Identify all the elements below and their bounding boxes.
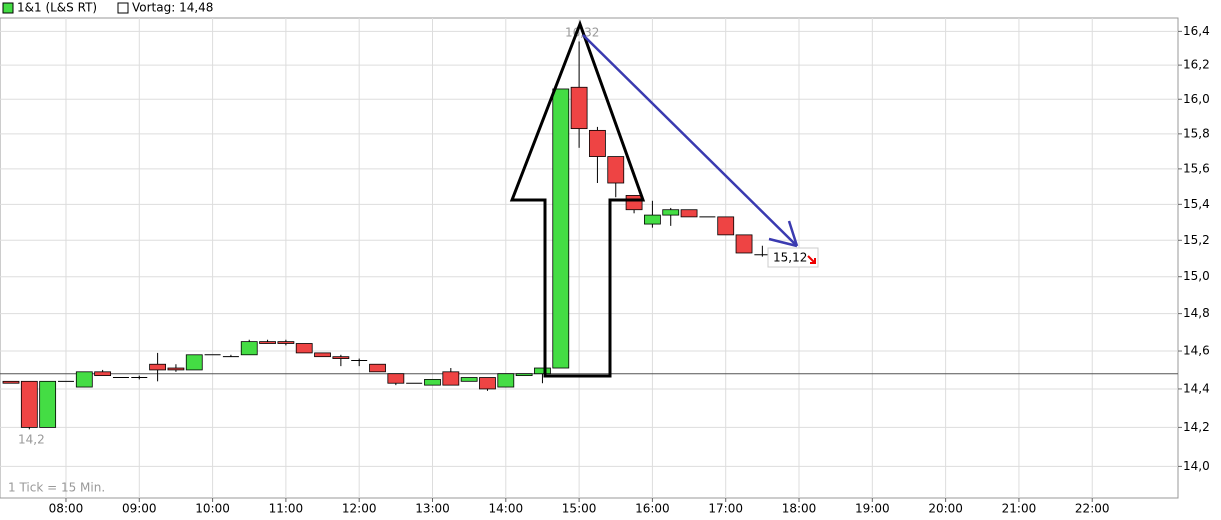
x-tick-label: 21:00 [1002,502,1037,516]
x-tick-label: 14:00 [489,502,524,516]
candle-body [680,209,698,218]
candle-body [277,341,295,344]
y-tick-label: 16,0 [1183,92,1210,106]
candle-body [607,156,625,184]
x-tick-label: 19:00 [855,502,890,516]
candle-body [460,377,478,382]
legend-swatch [117,2,129,14]
y-tick-label: 15,6 [1183,161,1210,175]
y-tick-label: 15,2 [1183,233,1210,247]
low-label: 14,2 [18,433,45,447]
candle-body [625,195,643,211]
candle-body [167,367,185,371]
x-tick-label: 17:00 [708,502,743,516]
x-tick-label: 20:00 [928,502,963,516]
x-tick-label: 11:00 [269,502,304,516]
y-tick-label: 14,2 [1183,420,1210,434]
y-tick-label: 15,0 [1183,269,1210,283]
x-tick-label: 09:00 [122,502,157,516]
legend-label: Vortag: 14,48 [132,1,213,15]
candle-body [295,343,313,354]
candle-body [424,379,441,386]
y-tick-label: 14,4 [1183,381,1210,395]
plot-area [0,17,1179,499]
arrow-annotation [509,19,646,378]
note: 1 Tick = 15 Min. [8,481,105,495]
candle-body [332,356,350,359]
candle-body [497,373,515,388]
candle-body [570,86,588,130]
last-price-box [767,247,819,268]
candle-body [185,354,203,371]
marks [2,41,771,430]
candle-body [39,380,57,428]
y-tick-label: 14,6 [1183,344,1210,358]
y-tick-label: 15,4 [1183,197,1210,211]
candle-body [75,371,93,388]
trend-arrow [582,34,799,248]
legend-swatch [2,2,14,14]
candle-body [314,352,331,358]
y-tick-label: 15,8 [1183,126,1210,140]
candle-body [94,371,112,377]
x-tick-label: 10:00 [195,502,230,516]
y-tick-label: 14,0 [1183,459,1210,473]
candle-body [442,371,460,386]
x-tick-label: 18:00 [782,502,817,516]
x-tick-label: 08:00 [49,502,84,516]
candle-body [2,380,20,384]
candle-body [662,209,680,216]
candle-body [387,373,405,384]
down-icon [807,255,816,264]
candle-body [644,214,661,225]
last-price-label: 15,12 [773,251,807,265]
candle-body [240,341,258,356]
candle-body [717,216,735,236]
y-tick-label: 14,8 [1183,306,1210,320]
x-tick-label: 16:00 [635,502,670,516]
y-tick-label: 16,2 [1183,58,1210,72]
y-tick-label: 16,4 [1183,24,1210,38]
candle-body [259,341,276,344]
candle-body [369,363,386,373]
x-tick-label: 22:00 [1075,502,1110,516]
candle-body [149,363,167,371]
x-tick-label: 13:00 [415,502,450,516]
legend-label: 1&1 (L&S RT) [17,1,97,15]
candle-body [735,234,753,254]
x-tick-label: 15:00 [562,502,597,516]
candle-body [534,367,551,375]
x-tick-label: 12:00 [342,502,377,516]
candle-body [20,380,38,428]
candle-body [479,377,496,390]
candle-body [589,129,606,157]
candle-body [515,373,533,377]
candle-body [552,88,570,369]
grid [0,18,1178,498]
